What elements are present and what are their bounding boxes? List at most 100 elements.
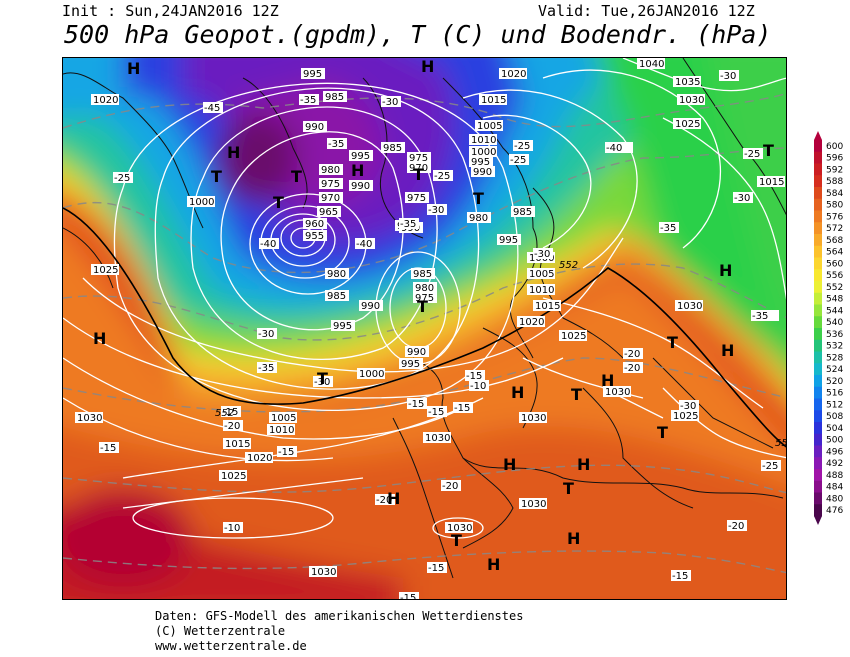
valid-time-label: Valid: Tue,26JAN2016 12Z (538, 2, 755, 20)
colorbar-swatch (814, 304, 822, 317)
pressure-label: 985 (383, 143, 402, 154)
pressure-label: 1020 (93, 95, 118, 106)
pressure-label: 975 (407, 193, 426, 204)
pressure-label: 1020 (519, 317, 544, 328)
pressure-label: 995 (471, 157, 490, 168)
colorbar-label: 504 (826, 424, 843, 434)
pressure-label: 1030 (605, 387, 630, 398)
website-link[interactable]: www.wetterzentrale.de (155, 639, 307, 653)
high-center: H (127, 59, 140, 78)
colorbar-swatch (814, 328, 822, 341)
pressure-label: 995 (303, 69, 322, 80)
colorbar-swatch (814, 433, 822, 446)
high-center: H (387, 489, 400, 508)
colorbar-label: 592 (826, 165, 843, 175)
colorbar: 600 596 592 588 584 580 576 572 568 564 560 556 552 5… (812, 130, 850, 528)
low-center: T (657, 423, 668, 442)
temperature-label: -40 (260, 239, 276, 250)
temperature-label: -30 (382, 97, 398, 108)
colorbar-swatch (814, 316, 822, 329)
pressure-label: 1030 (425, 433, 450, 444)
pressure-label: 985 (327, 291, 346, 302)
colorbar-label: 564 (826, 248, 843, 258)
temperature-label: -15 (466, 371, 482, 382)
colorbar-label: 524 (826, 365, 843, 375)
colorbar-swatch (814, 386, 822, 399)
high-center: H (719, 261, 732, 280)
colorbar-label: 544 (826, 306, 843, 316)
colorbar-arrow-top (814, 131, 822, 140)
colorbar-label: 556 (826, 271, 843, 281)
pressure-label: 985 (513, 207, 532, 218)
temperature-label: -15 (408, 399, 424, 410)
colorbar-label: 600 (826, 142, 843, 152)
colorbar-label: 496 (826, 447, 843, 457)
colorbar-label: 568 (826, 236, 843, 246)
temperature-label: -30 (680, 401, 696, 412)
colorbar-labels: 6005965925885845805765725685645605565525… (826, 142, 843, 516)
pressure-label: 985 (413, 269, 432, 280)
pressure-label: 990 (351, 181, 370, 192)
temperature-label: -15 (428, 563, 444, 574)
pressure-label: 975 (415, 293, 434, 304)
colorbar-swatch (814, 234, 822, 247)
temperature-label: -15 (672, 571, 688, 582)
low-center: T (317, 369, 328, 388)
colorbar-swatches (814, 131, 822, 525)
pressure-label: 1015 (225, 439, 250, 450)
colorbar-swatch (814, 269, 822, 282)
pressure-label: 1010 (471, 135, 496, 146)
pressure-label: 1030 (77, 413, 102, 424)
height-label: 552 (775, 438, 787, 449)
colorbar-label: 512 (826, 400, 843, 410)
low-center: T (417, 297, 428, 316)
high-center: H (721, 341, 734, 360)
height-label: 552 (559, 260, 578, 271)
colorbar-label: 540 (826, 318, 843, 328)
high-center: H (577, 455, 590, 474)
low-center: T (273, 193, 284, 212)
temperature-label: -35 (300, 95, 316, 106)
copyright-text: (C) Wetterzentrale (155, 624, 286, 638)
colorbar-label: 580 (826, 201, 843, 211)
pressure-label: 1020 (247, 453, 272, 464)
pressure-label: 990 (361, 301, 380, 312)
pressure-label: 985 (325, 92, 344, 103)
temperature-label: -30 (534, 249, 550, 260)
pressure-label: 1025 (675, 119, 700, 130)
pressure-label: 1020 (501, 69, 526, 80)
pressure-label: 990 (305, 122, 324, 133)
pressure-label: 980 (327, 269, 346, 280)
low-center: T (413, 165, 424, 184)
low-center: T (473, 189, 484, 208)
pressure-label: 980 (415, 283, 434, 294)
colorbar-label: 536 (826, 330, 843, 340)
high-center: H (421, 58, 434, 76)
colorbar-label: 516 (826, 389, 843, 399)
pressure-label: 1030 (677, 301, 702, 312)
colorbar-swatch (814, 210, 822, 223)
temperature-label: -25 (114, 173, 130, 184)
low-center: T (211, 167, 222, 186)
low-center: T (563, 479, 574, 498)
temperature-label: -35 (400, 219, 416, 230)
colorbar-swatch (814, 469, 822, 482)
colorbar-label: 500 (826, 436, 843, 446)
colorbar-label: 476 (826, 506, 843, 516)
pressure-label: 1025 (93, 265, 118, 276)
high-center: H (351, 161, 364, 180)
pressure-label: 1030 (447, 523, 472, 534)
colorbar-swatch (814, 480, 822, 493)
colorbar-label: 528 (826, 353, 843, 363)
weather-map: 995 985 990 980 975 970 965 960 955 980 … (62, 57, 787, 600)
colorbar-label: 584 (826, 189, 843, 199)
temperature-label: -30 (720, 71, 736, 82)
temperature-label: -10 (224, 523, 240, 534)
pressure-label: 1025 (673, 411, 698, 422)
colorbar-label: 520 (826, 377, 843, 387)
pressure-label: 980 (321, 165, 340, 176)
colorbar-arrow-bottom (814, 516, 822, 525)
temperature-label: -20 (728, 521, 744, 532)
colorbar-label: 588 (826, 177, 843, 187)
temperature-labels: -45 -40 -40 -35 -35 -35 -30 -30 -25 -25 … (99, 70, 781, 599)
